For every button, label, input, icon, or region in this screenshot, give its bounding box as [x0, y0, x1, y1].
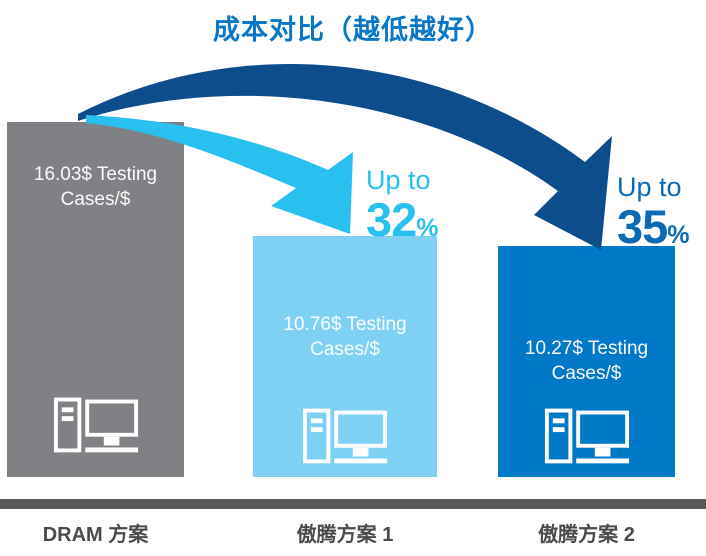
up-to-label: Up to — [366, 165, 431, 195]
category-label-optane-2: 傲腾方案 2 — [538, 524, 635, 546]
category-label-dram: DRAM 方案 — [42, 524, 149, 546]
annotation-up-to-32: Up to 32% — [366, 165, 439, 246]
bar-optane-1: 10.76$ Testing Cases/$ — [253, 236, 437, 477]
value-line2: Cases/$ — [60, 189, 131, 211]
value-line2: Cases/$ — [551, 363, 622, 385]
axis-baseline — [0, 499, 706, 509]
annotation-up-to-35: Up to 35% — [617, 172, 690, 253]
percent-sign: % — [667, 221, 690, 249]
bar-optane-1-value-label: 10.76$ Testing Cases/$ — [253, 312, 437, 362]
chart-title: 成本对比（越低越好） — [213, 15, 493, 45]
desktop-computer-icon — [544, 408, 629, 464]
percent-sign: % — [416, 214, 439, 242]
value-line1: 10.76$ Testing — [283, 314, 407, 335]
value-line2: Cases/$ — [310, 339, 380, 361]
percent-value: 32 — [366, 193, 417, 246]
percent-value: 35 — [617, 200, 668, 253]
desktop-computer-icon — [302, 408, 388, 464]
value-line1: 10.27$ Testing — [524, 338, 649, 359]
value-line1: 16.03$ Testing — [33, 164, 158, 185]
bar-dram-value-label: 16.03$ Testing Cases/$ — [7, 162, 184, 212]
up-to-label: Up to — [617, 172, 682, 202]
bar-optane-2: 10.27$ Testing Cases/$ — [498, 246, 675, 477]
desktop-computer-icon — [53, 397, 138, 453]
bar-optane-2-value-label: 10.27$ Testing Cases/$ — [498, 336, 675, 386]
bar-dram: 16.03$ Testing Cases/$ — [7, 122, 184, 477]
category-label-optane-1: 傲腾方案 1 — [296, 524, 394, 546]
